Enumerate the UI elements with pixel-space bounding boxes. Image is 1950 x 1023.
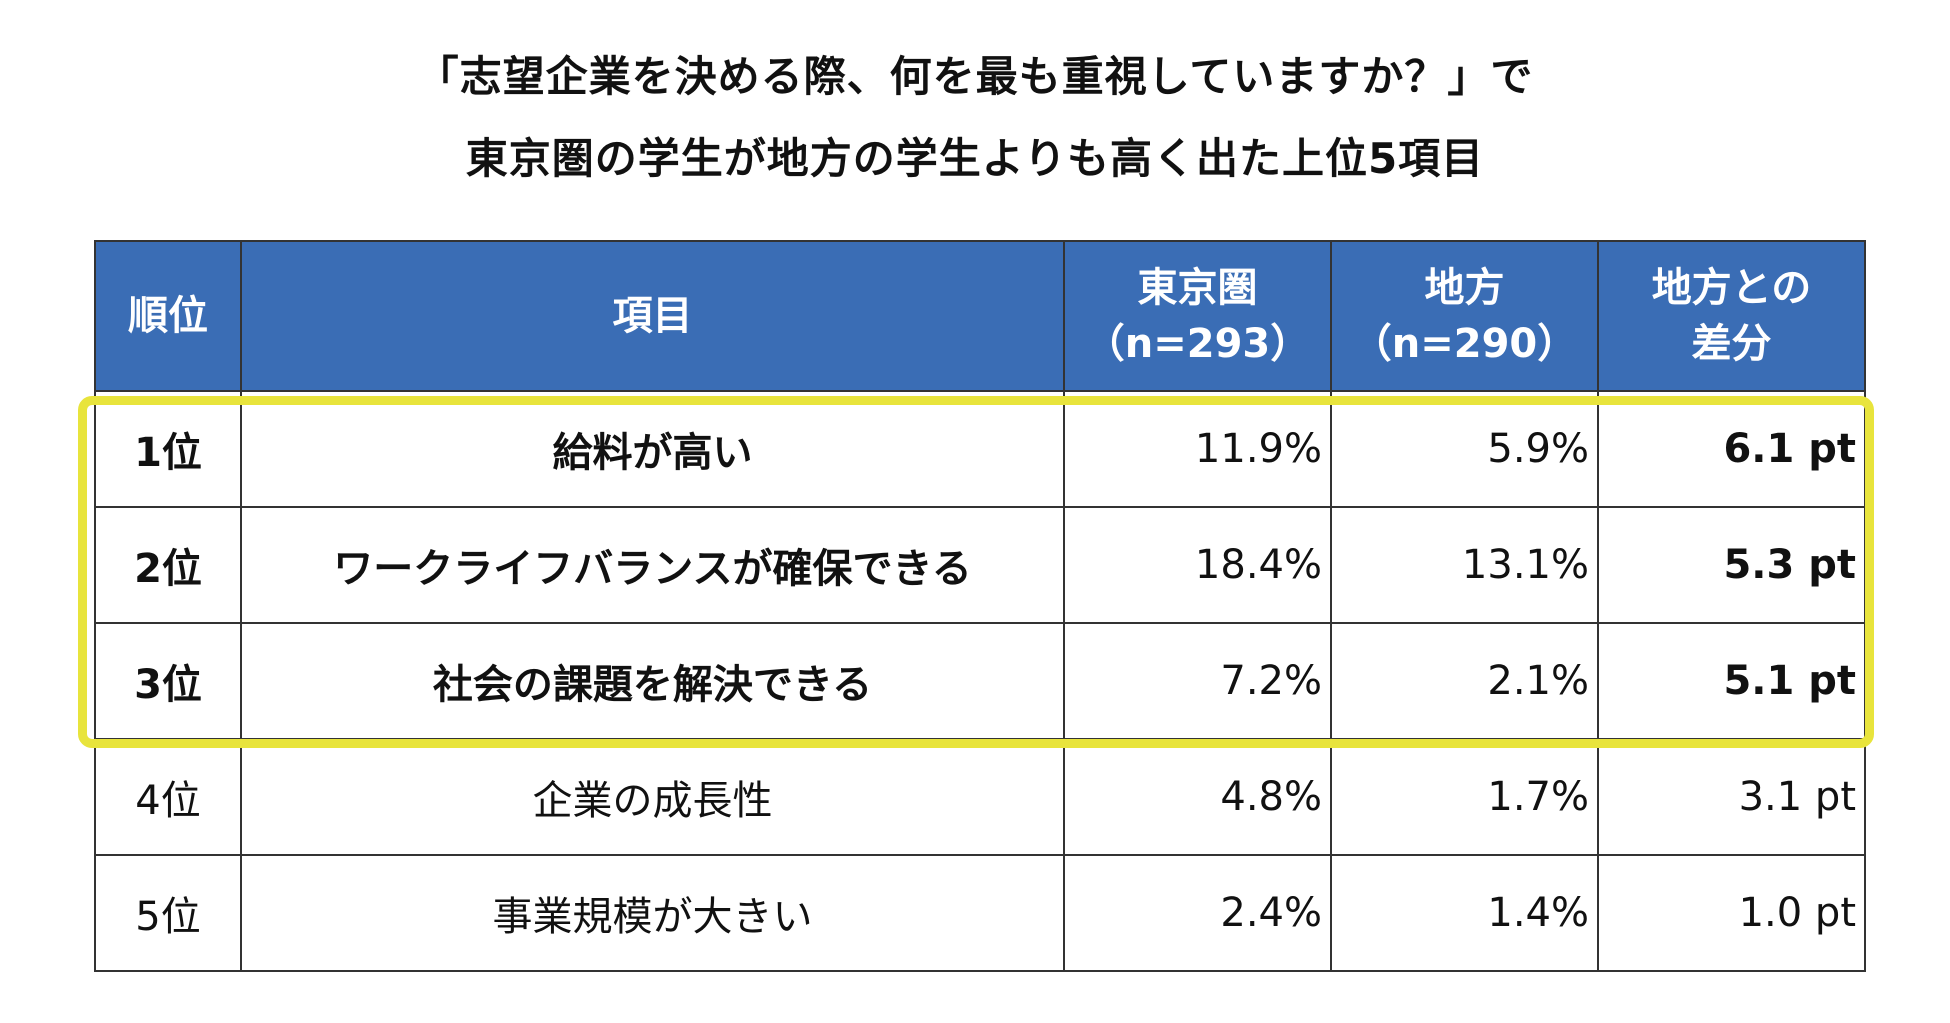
cell-local: 5.9%: [1330, 390, 1599, 508]
cell-item: 企業の成長性: [240, 738, 1065, 856]
header-diff: 地方との 差分: [1597, 240, 1866, 392]
table-row: 5位 事業規模が大きい 2.4% 1.4% 1.0 pt: [94, 854, 1866, 972]
cell-rank: 3位: [94, 622, 242, 740]
cell-item: ワークライフバランスが確保できる: [240, 506, 1065, 624]
header-diff-line2: 差分: [1691, 321, 1772, 367]
header-local-line2: （n=290）: [1351, 321, 1578, 367]
header-item: 項目: [240, 240, 1065, 392]
cell-rank: 1位: [94, 390, 242, 508]
cell-diff: 6.1 pt: [1597, 390, 1866, 508]
cell-item: 給料が高い: [240, 390, 1065, 508]
header-tokyo-line2: （n=293）: [1084, 321, 1311, 367]
cell-rank: 5位: [94, 854, 242, 972]
header-diff-line1: 地方との: [1651, 265, 1812, 311]
cell-tokyo: 7.2%: [1063, 622, 1332, 740]
header-local-line1: 地方: [1424, 265, 1505, 311]
table-row: 2位 ワークライフバランスが確保できる 18.4% 13.1% 5.3 pt: [94, 506, 1866, 624]
cell-tokyo: 4.8%: [1063, 738, 1332, 856]
table-header-row: 順位 項目 東京圏 （n=293） 地方 （n=290） 地方との 差分: [94, 240, 1866, 392]
chart-title-line2: 東京圏の学生が地方の学生よりも高く出た上位5項目: [465, 134, 1485, 183]
cell-tokyo: 18.4%: [1063, 506, 1332, 624]
cell-local: 13.1%: [1330, 506, 1599, 624]
header-tokyo-line1: 東京圏: [1137, 265, 1258, 311]
cell-diff: 5.3 pt: [1597, 506, 1866, 624]
table-row: 3位 社会の課題を解決できる 7.2% 2.1% 5.1 pt: [94, 622, 1866, 740]
cell-rank: 4位: [94, 738, 242, 856]
cell-diff: 1.0 pt: [1597, 854, 1866, 972]
cell-rank: 2位: [94, 506, 242, 624]
cell-tokyo: 2.4%: [1063, 854, 1332, 972]
table-row: 4位 企業の成長性 4.8% 1.7% 3.1 pt: [94, 738, 1866, 856]
cell-local: 1.4%: [1330, 854, 1599, 972]
cell-diff: 3.1 pt: [1597, 738, 1866, 856]
ranking-table: 順位 項目 東京圏 （n=293） 地方 （n=290） 地方との 差分 1位 …: [94, 240, 1866, 972]
cell-local: 2.1%: [1330, 622, 1599, 740]
cell-item: 社会の課題を解決できる: [240, 622, 1065, 740]
header-tokyo: 東京圏 （n=293）: [1063, 240, 1332, 392]
cell-tokyo: 11.9%: [1063, 390, 1332, 508]
cell-item: 事業規模が大きい: [240, 854, 1065, 972]
chart-title-line1: 「志望企業を決める際、何を最も重視していますか？」で: [416, 52, 1534, 101]
cell-diff: 5.1 pt: [1597, 622, 1866, 740]
table-row: 1位 給料が高い 11.9% 5.9% 6.1 pt: [94, 390, 1866, 508]
header-local: 地方 （n=290）: [1330, 240, 1599, 392]
cell-local: 1.7%: [1330, 738, 1599, 856]
header-rank: 順位: [94, 240, 242, 392]
